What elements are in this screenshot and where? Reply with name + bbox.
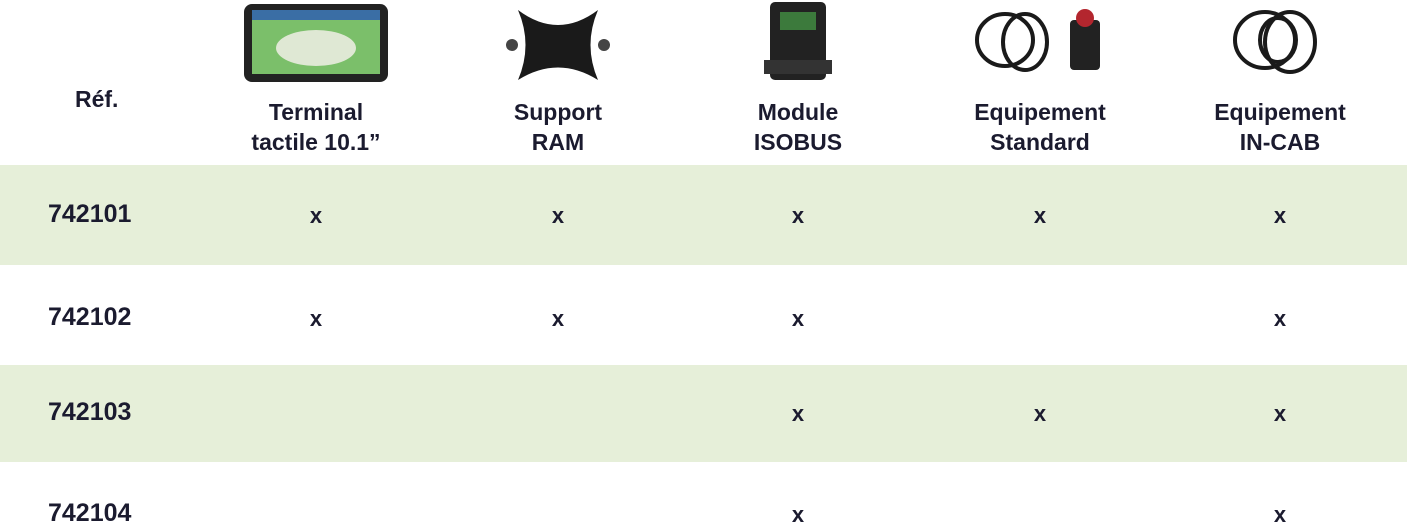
column-header: Equipement [974, 99, 1106, 125]
check-cell: x [309, 306, 323, 331]
terminal-image [244, 4, 388, 82]
check-cell: x [1273, 401, 1287, 426]
column-header: Module [757, 99, 839, 125]
check-cell: x [1033, 203, 1047, 228]
ref-cell: 742103 [48, 398, 132, 426]
check-cell: x [791, 306, 805, 331]
row-band [0, 165, 1407, 265]
ref-cell: 742104 [48, 499, 132, 527]
equipment-standard-image [975, 9, 1100, 72]
ref-header: Réf. [75, 86, 119, 112]
column-header: Support [513, 99, 603, 125]
column-header: tactile 10.1” [251, 129, 381, 155]
check-cell: x [1033, 401, 1047, 426]
support-image [506, 10, 610, 80]
check-cell: x [791, 203, 805, 228]
check-cell: x [1273, 502, 1287, 527]
check-cell: x [1273, 306, 1287, 331]
ref-cell: 742101 [48, 200, 132, 228]
module-image [764, 2, 832, 80]
check-cell: x [1273, 203, 1287, 228]
column-header: Standard [990, 129, 1090, 155]
ref-cell: 742102 [48, 303, 132, 331]
column-header: ISOBUS [753, 129, 843, 155]
check-cell: x [791, 401, 805, 426]
check-cell: x [309, 203, 323, 228]
column-header: RAM [531, 129, 585, 155]
check-cell: x [551, 203, 565, 228]
column-header: Equipement [1214, 99, 1346, 125]
column-header: Terminal [268, 99, 364, 125]
column-header: IN-CAB [1239, 129, 1321, 155]
check-cell: x [551, 306, 565, 331]
row-band [0, 365, 1407, 462]
equipment-incab-image [1233, 10, 1317, 74]
check-cell: x [791, 502, 805, 527]
